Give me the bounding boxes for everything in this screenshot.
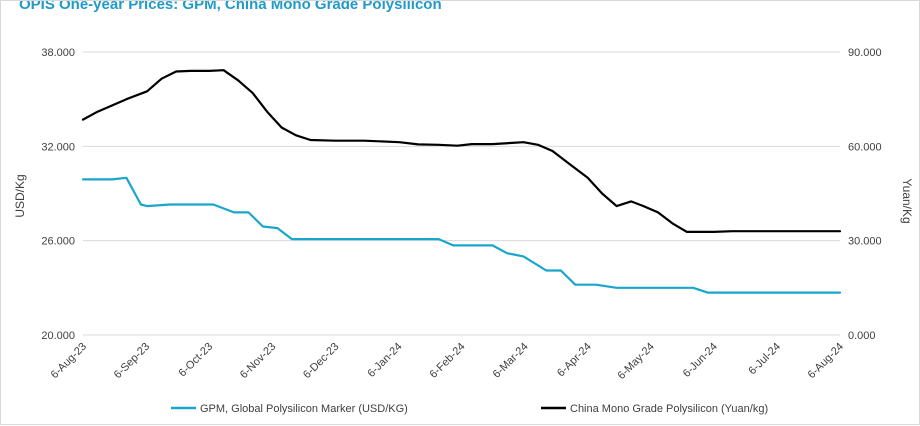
right-tick-label: 60.000 xyxy=(848,141,882,153)
x-tick-label: 6-Apr-24 xyxy=(555,341,594,380)
x-tick-label: 6-Jan-24 xyxy=(365,341,404,380)
series-line-china-mono xyxy=(81,69,842,233)
legend-label-gpm: GPM, Global Polysilicon Marker (USD/KG) xyxy=(200,403,408,415)
x-axis: 6-Aug-23 6-Sep-23 6-Oct-23 6-Nov-23 6-Dec-23… xyxy=(49,341,846,382)
left-axis-title: USD/Kg xyxy=(13,174,27,217)
x-tick-label: 6-Feb-24 xyxy=(428,341,468,381)
x-tick-label: 6-Nov-23 xyxy=(238,341,278,381)
x-tick-label: 6-Mar-24 xyxy=(491,341,531,381)
left-tick-label: 32.000 xyxy=(41,141,75,153)
x-tick-label: 6-Oct-23 xyxy=(177,341,216,380)
x-tick-label: 6-May-24 xyxy=(616,341,657,382)
legend-label-china-mono: China Mono Grade Polysilicon (Yuan/kg) xyxy=(570,403,768,415)
left-tick-label: 20.000 xyxy=(41,330,75,342)
x-tick-label: 6-Sep-23 xyxy=(112,341,152,381)
x-tick-label: 6-Jun-24 xyxy=(681,341,720,380)
left-axis: 20.000 26.000 32.000 38.000 xyxy=(41,47,75,342)
right-tick-label: 30.000 xyxy=(848,236,882,248)
right-tick-label: 0.000 xyxy=(848,330,876,342)
x-tick-label: 6-Jul-24 xyxy=(746,341,783,378)
left-tick-label: 38.000 xyxy=(41,47,75,59)
chart-title: OPIS One-year Prices: GPM, China Mono Gr… xyxy=(19,1,442,13)
left-tick-label: 26.000 xyxy=(41,236,75,248)
right-axis: 0.000 30.000 60.000 90.000 xyxy=(848,47,882,342)
series-lines xyxy=(81,69,842,294)
series-line-gpm xyxy=(81,176,842,294)
right-tick-label: 90.000 xyxy=(848,47,882,59)
x-tick-label: 6-Aug-24 xyxy=(806,341,846,381)
legend: GPM, Global Polysilicon Marker (USD/KG) … xyxy=(171,403,768,415)
right-axis-title: Yuan/Kg xyxy=(900,178,914,223)
x-tick-label: 6-Dec-23 xyxy=(301,341,341,381)
x-tick-label: 6-Aug-23 xyxy=(49,341,89,381)
